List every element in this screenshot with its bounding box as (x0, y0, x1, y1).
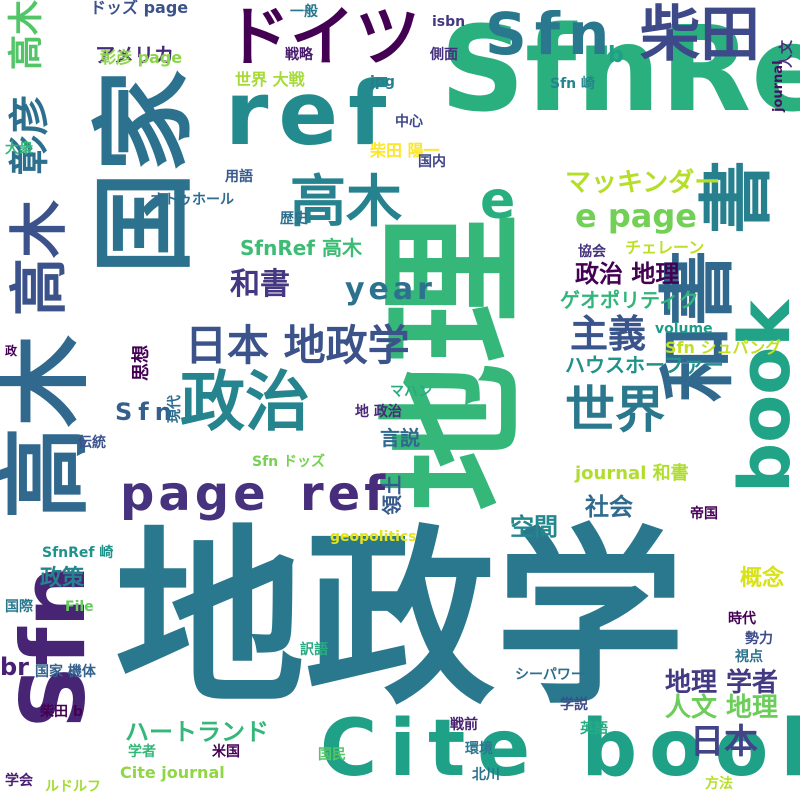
cloud-word: ドッズ page (90, 0, 189, 17)
cloud-word: ハートランド (125, 718, 269, 746)
cloud-word: 環境 (465, 741, 493, 757)
cloud-word: 柴田 b (40, 704, 83, 720)
cloud-word: 地政学 (115, 509, 686, 730)
cloud-word: br (0, 653, 30, 681)
cloud-word: 世界 大戦 (235, 70, 305, 89)
cloud-word: 日本 (690, 722, 758, 762)
cloud-word: Sfn 崎 (550, 76, 596, 92)
cloud-word: Sfn (115, 398, 178, 426)
cloud-word: SfnRef (440, 0, 800, 138)
cloud-word: マッキンダー (565, 168, 721, 198)
cloud-word: 高木 (7, 0, 47, 70)
cloud-word: 地 政治 (355, 404, 402, 420)
cloud-word: 世界 (565, 381, 665, 439)
cloud-word: geopolitics (330, 529, 417, 545)
cloud-word: 国民 (318, 747, 346, 763)
cloud-word: Sfn ドッズ (252, 454, 326, 470)
cloud-word: 一般 (290, 4, 318, 20)
cloud-word: アメリカ (95, 43, 174, 67)
cloud-word: 学説 (560, 697, 588, 713)
cloud-word: 国際 (5, 599, 33, 615)
cloud-word: 時代 (728, 611, 756, 627)
cloud-word: ドイツ (225, 0, 421, 75)
cloud-word: Cite book (320, 704, 800, 794)
cloud-word: 国内 (418, 154, 446, 170)
cloud-word: 帝国 (690, 506, 718, 522)
cloud-word: 視点 (735, 649, 763, 665)
cloud-word: year (345, 272, 436, 307)
cloud-word: SfnRef 崎 (42, 545, 114, 561)
cloud-word: b (608, 43, 624, 68)
cloud-word: 方法 (705, 776, 733, 792)
cloud-word: 政 (5, 344, 18, 358)
cloud-word: 彰彦 (7, 95, 53, 175)
cloud-word: jpg (370, 74, 395, 90)
cloud-word: 協会 (578, 244, 606, 260)
cloud-word: 勢力 (745, 631, 773, 647)
cloud-word: 米国 (212, 744, 240, 760)
cloud-word: Sfn シュパング (665, 338, 782, 357)
cloud-word: 彰彦 page (100, 48, 183, 67)
cloud-word: 高木 (0, 334, 99, 519)
cloud-word: 戦前 (450, 717, 478, 733)
cloud-word: 地理 学者 (665, 668, 779, 698)
cloud-word: 伝統 (78, 435, 106, 451)
cloud-word: 人文 (779, 40, 795, 68)
cloud-word: 概念 (740, 566, 785, 591)
cloud-word: e (480, 171, 516, 231)
cloud-word: 戦略 (285, 47, 313, 63)
cloud-word: isbn (432, 14, 466, 30)
cloud-word: 柴田 (640, 0, 760, 70)
cloud-word: journal 和書 (575, 463, 689, 484)
cloud-word: 社会 (585, 493, 633, 521)
cloud-word: 現代 (167, 395, 183, 423)
cloud-word: チェレーン (625, 238, 705, 257)
cloud-word: 政策 (40, 566, 85, 591)
cloud-word: ref (225, 62, 397, 165)
cloud-word: 英語 (580, 721, 608, 737)
cloud-word: 用語 (225, 169, 253, 185)
cloud-word: 高木 (290, 170, 402, 235)
cloud-word: マハン (390, 384, 432, 400)
cloud-word: 高木 (5, 199, 73, 316)
cloud-word: ゲオポリティク (560, 288, 699, 312)
cloud-word: 日本 地政学 (185, 321, 410, 370)
cloud-word: 学会 (5, 773, 33, 789)
cloud-word: 主義 (570, 312, 647, 356)
cloud-word: 和書 (230, 267, 290, 302)
cloud-word: 国家 機体 (35, 664, 96, 680)
cloud-word: 訳語 (300, 642, 328, 658)
cloud-word: 大衆 (5, 141, 33, 157)
cloud-word: 中心 (395, 114, 423, 130)
cloud-word: Sfn (485, 0, 618, 68)
cloud-word: 側面 (430, 47, 458, 63)
cloud-word: SfnRef 高木 (240, 236, 362, 260)
cloud-word: 政治 地理 (575, 260, 680, 288)
cloud-word: シーパワー (515, 667, 585, 683)
cloud-word: 柴田 陽一 (370, 141, 440, 160)
cloud-word: ref (300, 466, 390, 522)
cloud-word: ハウスホーファー (565, 353, 724, 377)
cloud-word: 国家 (86, 70, 205, 274)
cloud-word: ルドルフ (45, 779, 101, 795)
cloud-word: 北川 (472, 767, 500, 783)
cloud-word: オトゥホール (150, 192, 234, 208)
cloud-word: volume (655, 321, 713, 337)
cloud-word: 政治 (180, 365, 311, 440)
cloud-word: 歴史 (280, 211, 308, 227)
cloud-word: 学者 (128, 744, 156, 760)
cloud-word: 人文 地理 (665, 693, 779, 723)
cloud-word: 空間 (510, 513, 558, 541)
cloud-word: 思想 (131, 345, 152, 381)
cloud-word: 領土 (380, 475, 404, 515)
cloud-word: Cite journal (120, 763, 225, 782)
cloud-word: journal (771, 60, 786, 112)
cloud-word: File (65, 599, 94, 615)
cloud-word: e page (575, 197, 697, 235)
cloud-word: page (120, 466, 270, 522)
cloud-word: 言説 (380, 426, 420, 450)
